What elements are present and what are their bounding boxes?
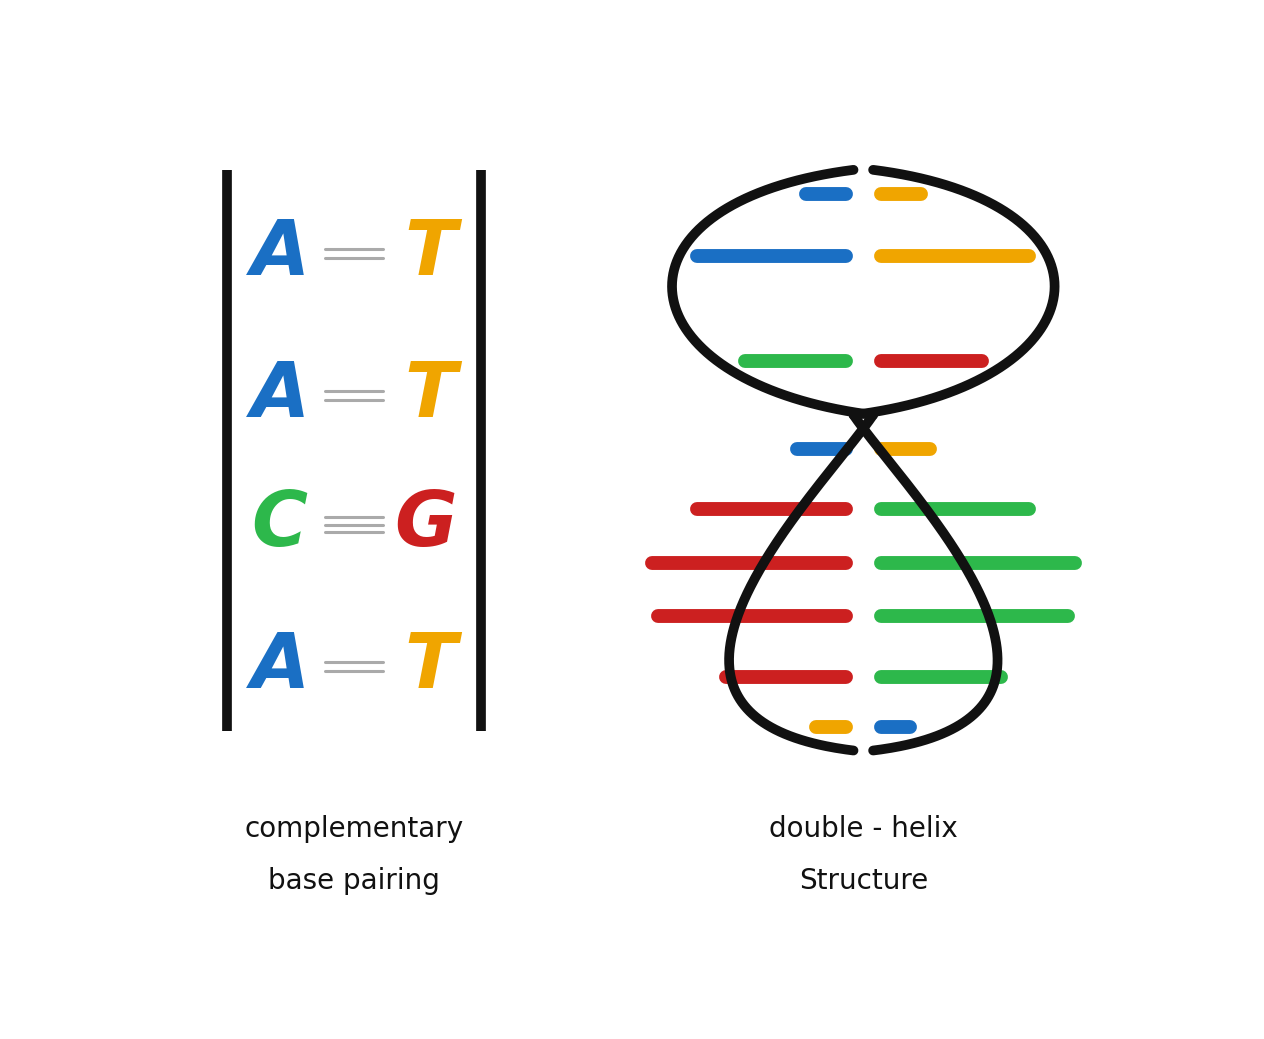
Text: C: C <box>252 487 307 562</box>
Text: T: T <box>404 630 456 703</box>
Text: double - helix: double - helix <box>769 815 958 843</box>
Text: Structure: Structure <box>799 867 928 895</box>
Text: complementary: complementary <box>244 815 464 843</box>
Text: A: A <box>252 217 310 291</box>
Text: A: A <box>252 358 310 432</box>
Text: base pairing: base pairing <box>268 867 440 895</box>
Text: A: A <box>252 630 310 703</box>
Text: G: G <box>394 487 456 562</box>
Text: T: T <box>404 217 456 291</box>
Text: T: T <box>404 358 456 432</box>
